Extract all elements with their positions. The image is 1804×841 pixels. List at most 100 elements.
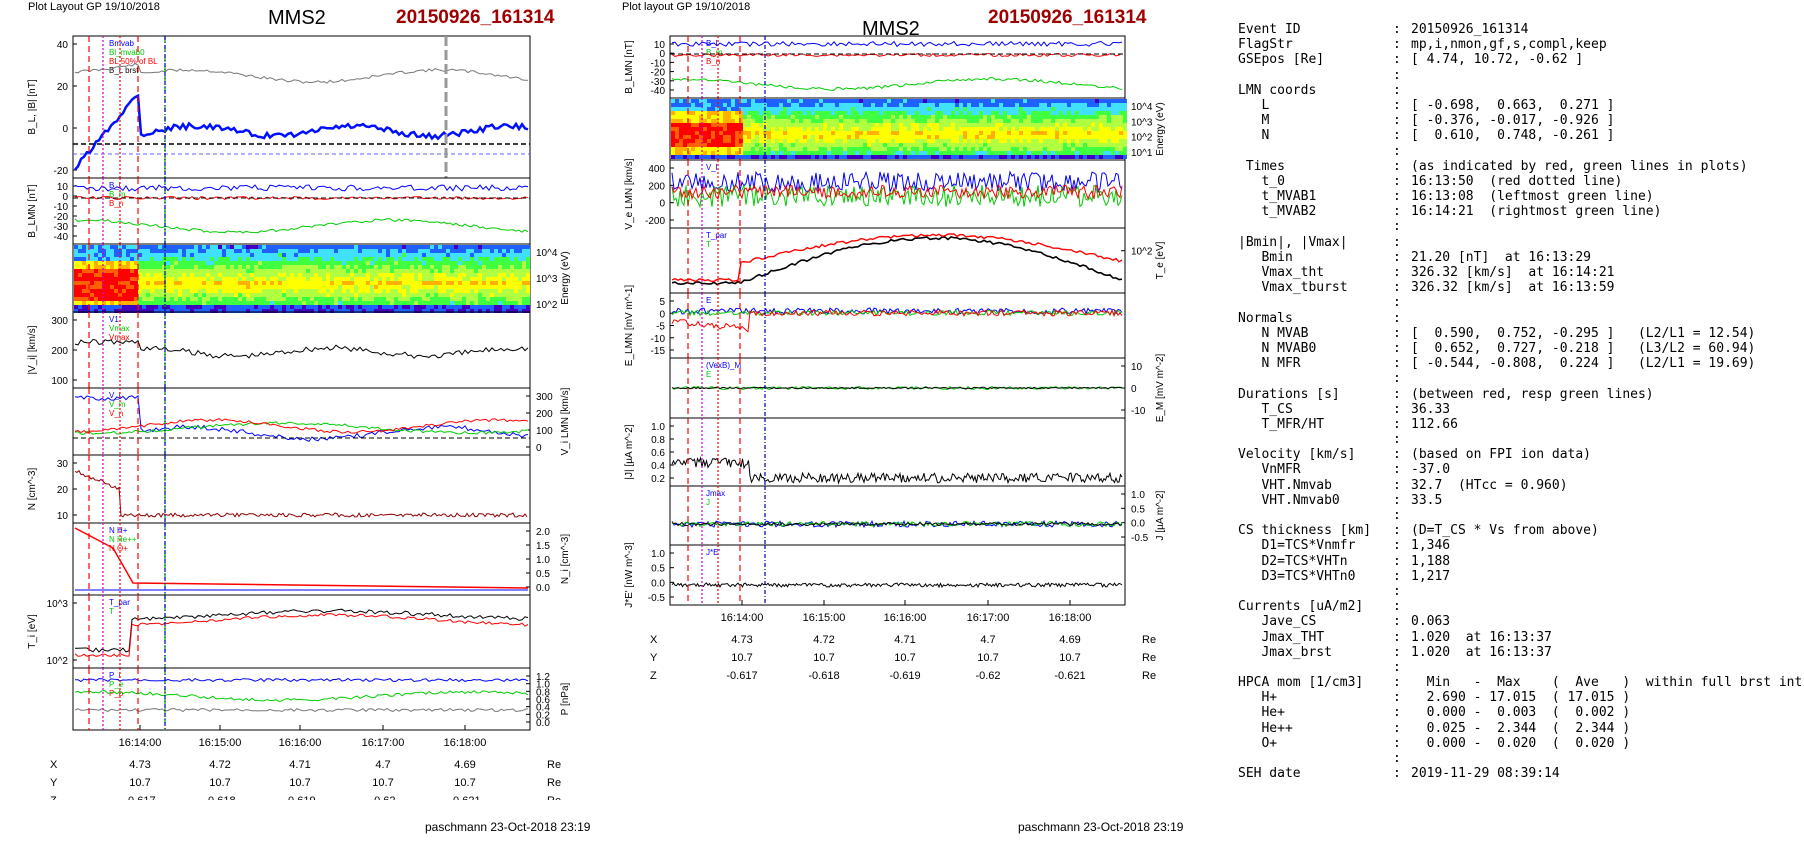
spectrogram-cell	[1079, 123, 1083, 127]
spectrogram-cell	[707, 123, 711, 127]
spectrogram-cell	[250, 301, 254, 305]
spectrogram-cell	[518, 289, 522, 293]
spectrogram-cell	[1039, 119, 1043, 123]
spectrogram-cell	[410, 269, 414, 273]
spectrogram-cell	[915, 107, 919, 111]
spectrogram-cell	[238, 273, 242, 277]
spectrogram-cell	[290, 301, 294, 305]
info-key: N	[1238, 128, 1270, 144]
spectrogram-cell	[715, 147, 719, 151]
spectrogram-cell	[234, 253, 238, 257]
P-i-trace	[74, 690, 529, 702]
spectrogram-cell	[715, 119, 719, 123]
spectrogram-cell	[442, 269, 446, 273]
spectrogram-cell	[186, 301, 190, 305]
spectrogram-cell	[282, 265, 286, 269]
spectrogram-cell	[955, 99, 959, 103]
spectrogram-cell	[1011, 99, 1015, 103]
spectrogram-cell	[783, 99, 787, 103]
spectrogram-cell	[258, 297, 262, 301]
info-colon: :	[1393, 659, 1401, 675]
spectrogram-cell	[130, 289, 134, 293]
spectrogram-cell	[771, 123, 775, 127]
spectrogram-cell	[859, 143, 863, 147]
spectrogram-cell	[278, 253, 282, 257]
spectrogram-cell	[210, 293, 214, 297]
spectrogram-cell	[246, 305, 250, 309]
spectrogram-cell	[795, 115, 799, 119]
spectrogram-cell	[294, 281, 298, 285]
spectrogram-cell	[502, 261, 506, 265]
spectrogram-cell	[306, 265, 310, 269]
spectrogram-cell	[434, 249, 438, 253]
left-ytick-label: 10^4	[536, 248, 558, 259]
spectrogram-cell	[110, 249, 114, 253]
spectrogram-cell	[863, 155, 867, 159]
spectrogram-cell	[494, 269, 498, 273]
spectrogram-cell	[442, 265, 446, 269]
Vi-magnitude-trace	[74, 338, 529, 359]
spectrogram-cell	[374, 305, 378, 309]
spectrogram-cell	[783, 127, 787, 131]
spectrogram-cell	[1087, 111, 1091, 115]
spectrogram-cell	[1095, 135, 1099, 139]
spectrogram-cell	[751, 119, 755, 123]
spectrogram-cell	[450, 289, 454, 293]
spectrogram-cell	[506, 261, 510, 265]
spectrogram-cell	[226, 245, 230, 249]
spectrogram-cell	[162, 293, 166, 297]
spectrogram-cell	[78, 277, 82, 281]
spectrogram-cell	[482, 253, 486, 257]
spectrogram-cell	[114, 277, 118, 281]
spectrogram-cell	[194, 289, 198, 293]
spectrogram-cell	[1043, 115, 1047, 119]
spectrogram-cell	[514, 297, 518, 301]
spectrogram-cell	[707, 147, 711, 151]
info-colon: :	[1393, 386, 1401, 402]
spectrogram-cell	[202, 277, 206, 281]
left-ylabel: V_i LMN [km/s]	[560, 387, 571, 455]
spectrogram-cell	[1103, 147, 1107, 151]
spectrogram-cell	[470, 289, 474, 293]
spectrogram-cell	[454, 249, 458, 253]
info-value: -37.0	[1411, 462, 1451, 478]
spectrogram-cell	[470, 285, 474, 289]
spectrogram-cell	[1039, 139, 1043, 143]
spectrogram-cell	[1115, 135, 1119, 139]
info-key: He++	[1238, 720, 1293, 736]
spectrogram-cell	[354, 245, 358, 249]
spectrogram-cell	[402, 249, 406, 253]
spectrogram-cell	[1023, 123, 1027, 127]
spectrogram-cell	[1039, 107, 1043, 111]
left-ytick-label: 10^2	[47, 656, 69, 667]
spectrogram-cell	[338, 297, 342, 301]
spectrogram-cell	[1083, 103, 1087, 107]
spectrogram-cell	[74, 253, 78, 257]
spectrogram-cell	[418, 289, 422, 293]
spectrogram-cell	[158, 293, 162, 297]
spectrogram-cell	[1095, 127, 1099, 131]
spectrogram-cell	[462, 265, 466, 269]
spectrogram-cell	[186, 293, 190, 297]
spectrogram-cell	[114, 257, 118, 261]
spectrogram-cell	[811, 147, 815, 151]
spectrogram-cell	[486, 257, 490, 261]
spectrogram-cell	[94, 249, 98, 253]
spectrogram-cell	[382, 289, 386, 293]
mid-ylabel: B_LMN [nT]	[624, 40, 635, 94]
spectrogram-cell	[843, 139, 847, 143]
spectrogram-cell	[967, 115, 971, 119]
spectrogram-cell	[1063, 143, 1067, 147]
spectrogram-cell	[394, 297, 398, 301]
spectrogram-cell	[206, 297, 210, 301]
spectrogram-cell	[174, 305, 178, 309]
spectrogram-cell	[390, 309, 394, 313]
spectrogram-cell	[442, 281, 446, 285]
spectrogram-cell	[867, 147, 871, 151]
spectrogram-cell	[370, 297, 374, 301]
spectrogram-cell	[182, 253, 186, 257]
spectrogram-cell	[286, 273, 290, 277]
spectrogram-cell	[871, 151, 875, 155]
spectrogram-cell	[1059, 107, 1063, 111]
spectrogram-cell	[282, 301, 286, 305]
